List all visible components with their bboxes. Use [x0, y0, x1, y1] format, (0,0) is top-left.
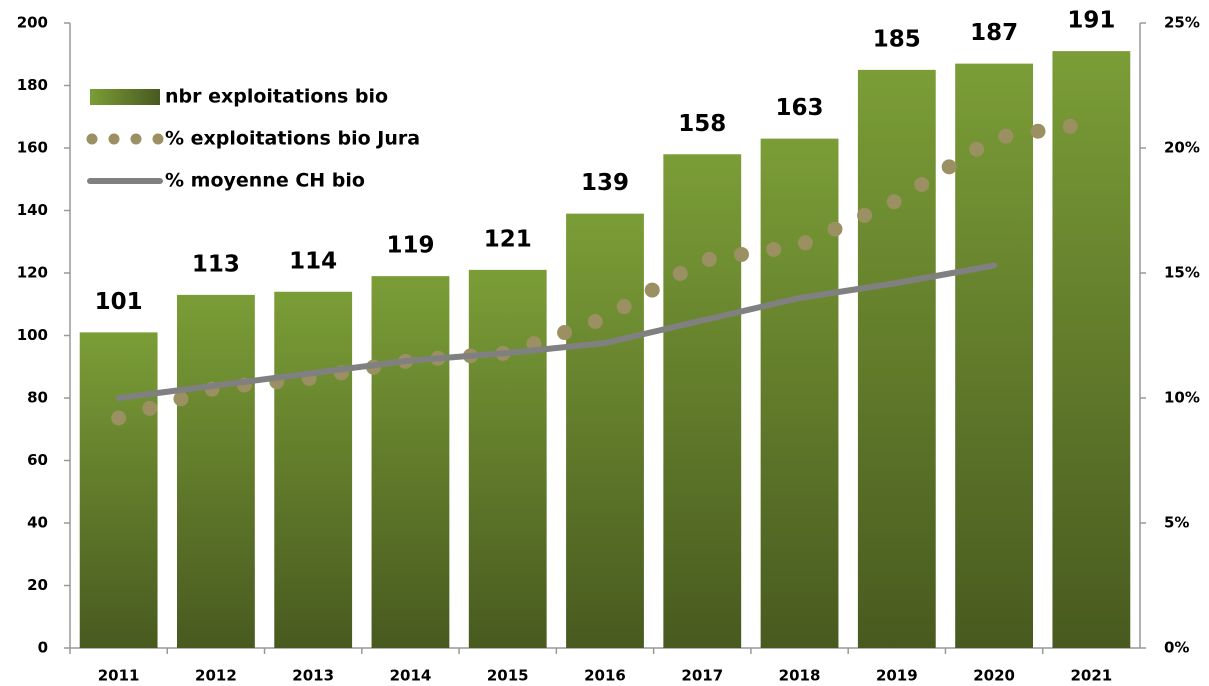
- y-tick-label: 180: [17, 76, 48, 94]
- y-tick-label: 20: [27, 576, 48, 594]
- data-label: 191: [1067, 8, 1115, 34]
- x-tick-label: 2012: [195, 667, 237, 685]
- y-tick-label: 80: [27, 389, 48, 407]
- y-tick-label: 140: [17, 201, 48, 219]
- data-label: 139: [581, 170, 629, 196]
- data-label: 119: [386, 233, 434, 259]
- y-tick-label: 40: [27, 514, 48, 532]
- bar: [274, 291, 353, 648]
- y2-tick-label: 20%: [1164, 139, 1200, 157]
- bar: [1052, 51, 1131, 648]
- y-tick-label: 100: [17, 326, 48, 344]
- x-tick-label: 2021: [1070, 667, 1112, 685]
- x-tick-label: 2014: [390, 667, 432, 685]
- legend-label: % exploitations bio Jura: [165, 128, 420, 150]
- legend-swatch: [90, 89, 160, 105]
- legend: nbr exploitations bio % exploitations bi…: [86, 86, 420, 192]
- x-tick-label: 2015: [487, 667, 529, 685]
- x-tick-label: 2019: [876, 667, 918, 685]
- bar: [955, 63, 1033, 648]
- bar: [663, 154, 742, 648]
- y2-tick-label: 5%: [1164, 514, 1189, 532]
- y-tick-label: 0: [38, 639, 48, 657]
- legend-label: nbr exploitations bio: [165, 86, 388, 108]
- line: [111, 115, 1099, 426]
- bar: [79, 332, 158, 648]
- bar: [177, 294, 255, 648]
- data-label: 158: [678, 111, 726, 137]
- data-label: 113: [192, 251, 240, 277]
- y-tick-label: 60: [27, 451, 48, 469]
- data-label: 187: [970, 20, 1018, 46]
- x-tick-label: 2020: [973, 667, 1015, 685]
- y2-tick-label: 15%: [1164, 264, 1200, 282]
- y-tick-label: 200: [17, 14, 48, 32]
- y2-tick-label: 25%: [1164, 14, 1200, 32]
- y2-tick-label: 0%: [1164, 639, 1189, 657]
- y2-tick-label: 10%: [1164, 389, 1200, 407]
- bar: [566, 213, 644, 648]
- legend-label: % moyenne CH bio: [165, 170, 365, 192]
- bar: [760, 138, 839, 648]
- x-tick-label: 2013: [292, 667, 334, 685]
- x-tick-label: 2011: [98, 667, 140, 685]
- bar: [371, 276, 450, 648]
- x-tick-label: 2016: [584, 667, 626, 685]
- plot-area: 0 20 40 60 80 100 120 140 160 180 200 0% 5% 10% 15% 20%…: [17, 8, 1200, 685]
- data-label: 121: [484, 226, 532, 252]
- x-tick-label: 2017: [681, 667, 723, 685]
- data-label: 114: [289, 248, 337, 274]
- y-tick-label: 160: [17, 139, 48, 157]
- y-tick-label: 120: [17, 264, 48, 282]
- bar: [468, 269, 547, 648]
- data-label: 101: [95, 289, 143, 315]
- line: [115, 262, 998, 401]
- data-label: 163: [776, 95, 824, 121]
- x-tick-label: 2018: [779, 667, 821, 685]
- data-label: 185: [873, 26, 921, 52]
- bar: [857, 69, 936, 648]
